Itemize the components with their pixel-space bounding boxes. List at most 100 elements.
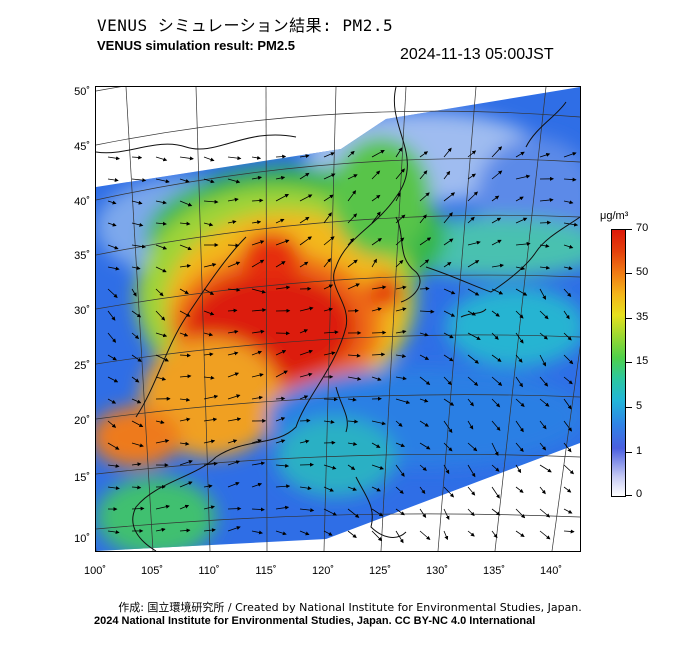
wind-arrow bbox=[443, 442, 453, 452]
wind-arrow bbox=[227, 156, 242, 161]
wind-arrow bbox=[323, 307, 333, 312]
wind-arrow bbox=[443, 464, 450, 475]
wind-arrow bbox=[347, 376, 362, 381]
wind-arrow bbox=[563, 152, 577, 158]
wind-arrow bbox=[371, 376, 382, 381]
wind-arrow bbox=[179, 332, 189, 337]
wind-arrow bbox=[347, 441, 358, 446]
wind-arrow bbox=[563, 332, 572, 341]
wind-arrow bbox=[539, 442, 547, 451]
wind-arrow bbox=[179, 441, 190, 446]
wind-arrow bbox=[419, 508, 427, 518]
wind-arrow bbox=[371, 170, 381, 180]
wind-arrow bbox=[107, 244, 119, 250]
wind-arrow bbox=[299, 508, 315, 513]
wind-arrow bbox=[155, 310, 166, 321]
wind-arrow bbox=[179, 178, 190, 183]
wind-arrow bbox=[491, 442, 499, 457]
colorbar-label-35: 35 bbox=[636, 311, 649, 323]
wind-arrow bbox=[203, 352, 214, 357]
wind-arrow bbox=[107, 200, 117, 205]
wind-arrow bbox=[203, 332, 214, 337]
lon-label-105: 105˚ bbox=[140, 565, 164, 577]
wind-arrow bbox=[203, 156, 215, 162]
wind-arrow bbox=[347, 486, 357, 491]
wind-arrow bbox=[371, 508, 384, 517]
lon-label-140: 140˚ bbox=[539, 565, 563, 577]
wind-arrow bbox=[491, 239, 502, 246]
wind-arrow bbox=[131, 462, 142, 467]
wind-arrow bbox=[275, 285, 291, 290]
wind-arrow bbox=[131, 398, 142, 404]
wind-arrow bbox=[107, 156, 120, 161]
wind-arrow bbox=[251, 288, 266, 294]
wind-arrow bbox=[323, 464, 337, 470]
wind-arrow bbox=[371, 285, 387, 290]
wind-arrow bbox=[107, 354, 117, 361]
wind-arrow bbox=[323, 330, 339, 335]
pm25-field bbox=[96, 87, 580, 551]
wind-arrow bbox=[131, 288, 137, 297]
wind-arrow bbox=[323, 486, 334, 492]
wind-arrow bbox=[131, 354, 142, 362]
wind-arrow bbox=[539, 486, 546, 495]
wind-arrow bbox=[251, 329, 265, 334]
wind-arrow bbox=[467, 442, 478, 452]
wind-arrow bbox=[155, 244, 168, 250]
wind-arrow bbox=[203, 528, 216, 533]
wind-arrow bbox=[131, 376, 140, 383]
wind-arrow bbox=[131, 310, 142, 318]
lon-label-125: 125˚ bbox=[368, 565, 392, 577]
wind-arrow bbox=[251, 439, 262, 444]
wind-arrow bbox=[371, 530, 383, 542]
wind-arrow bbox=[515, 486, 524, 493]
wind-arrow bbox=[131, 485, 142, 490]
wind-arrow bbox=[251, 461, 266, 466]
wind-arrow bbox=[179, 288, 189, 294]
wind-arrow bbox=[275, 239, 290, 246]
wind-arrow bbox=[323, 236, 335, 246]
wind-arrow bbox=[443, 354, 454, 362]
wind-arrow bbox=[203, 461, 218, 466]
wind-arrow bbox=[371, 211, 381, 224]
wind-arrow bbox=[491, 146, 503, 158]
wind-arrow bbox=[419, 192, 430, 202]
wind-arrow bbox=[179, 481, 193, 488]
wind-arrow bbox=[203, 484, 213, 489]
wind-arrow bbox=[491, 354, 502, 362]
lon-label-120: 120˚ bbox=[311, 565, 335, 577]
wind-arrow bbox=[419, 332, 429, 337]
wind-arrow bbox=[227, 460, 241, 466]
wind-arrow bbox=[155, 221, 167, 226]
wind-arrow bbox=[443, 262, 452, 268]
wind-arrow bbox=[323, 351, 336, 356]
wind-arrow bbox=[299, 194, 313, 202]
wind-arrow bbox=[155, 156, 168, 162]
wind-arrow bbox=[467, 354, 479, 364]
wind-arrow bbox=[107, 398, 117, 404]
wind-arrow bbox=[515, 310, 524, 319]
lon-label-135: 135˚ bbox=[482, 565, 506, 577]
wind-arrow bbox=[419, 214, 427, 224]
wind-arrow bbox=[467, 530, 475, 537]
wind-arrow bbox=[107, 310, 116, 321]
wind-arrow bbox=[467, 288, 480, 296]
wind-arrow bbox=[131, 506, 145, 511]
wind-arrow bbox=[107, 222, 117, 227]
wind-arrow bbox=[419, 442, 431, 450]
wind-arrow bbox=[107, 376, 119, 383]
wind-arrow bbox=[227, 261, 241, 268]
lon-label-100: 100˚ bbox=[83, 565, 107, 577]
wind-arrow bbox=[251, 155, 262, 160]
wind-arrow bbox=[515, 217, 528, 224]
wind-arrow bbox=[467, 150, 477, 158]
wind-arrow bbox=[251, 175, 262, 180]
wind-arrow bbox=[179, 374, 192, 379]
wind-arrow bbox=[491, 170, 503, 180]
wind-arrow bbox=[467, 486, 476, 496]
wind-arrow bbox=[395, 237, 405, 246]
wind-arrow bbox=[419, 151, 429, 158]
wind-arrow bbox=[563, 464, 574, 475]
wind-arrow bbox=[443, 238, 454, 246]
wind-arrow bbox=[491, 398, 501, 408]
